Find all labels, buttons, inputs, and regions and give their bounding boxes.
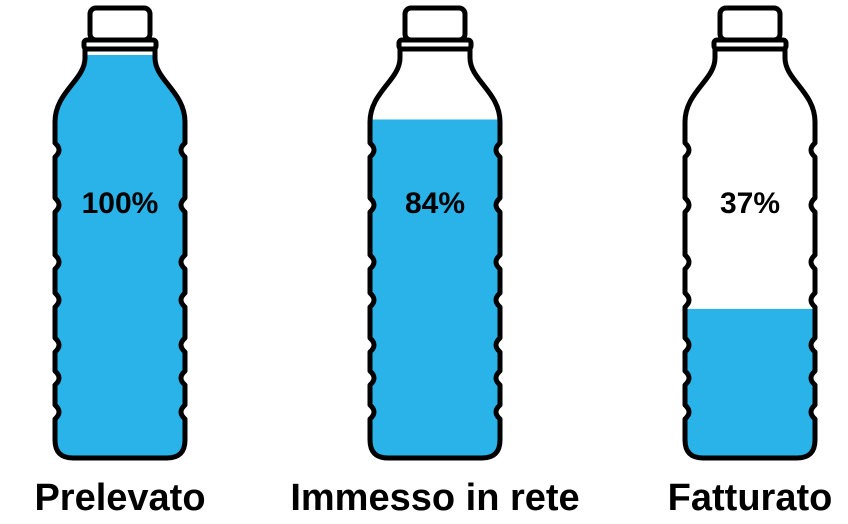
category-label: Prelevato: [34, 477, 205, 519]
category-label: Immesso in rete: [290, 477, 579, 519]
bottle-ring: [714, 40, 786, 49]
bottle-cap: [720, 8, 780, 40]
bottle-ring: [84, 40, 156, 49]
value-label: 37%: [720, 187, 780, 220]
category-label: Fatturato: [668, 477, 833, 519]
value-label: 100%: [82, 187, 159, 220]
bottle-cap: [90, 8, 150, 40]
bottle-fill: [365, 119, 505, 463]
bottle-cap: [405, 8, 465, 40]
bottle-fill: [680, 309, 820, 463]
value-label: 84%: [405, 187, 465, 220]
chart: 100% Prelevato 84% Immesso in rete 37% Fattur…: [0, 0, 848, 524]
bottle-fill: [50, 55, 190, 463]
bottle-ring: [399, 40, 471, 49]
